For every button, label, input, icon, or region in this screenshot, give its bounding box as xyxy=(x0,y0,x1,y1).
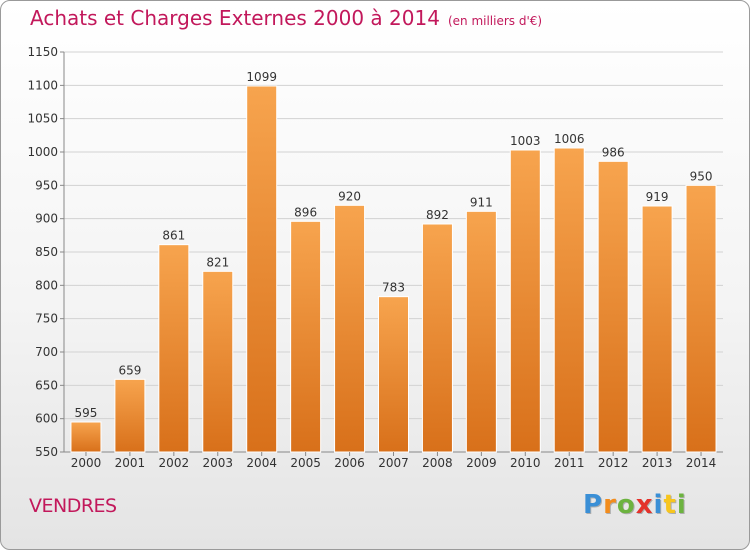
bar-value-label: 659 xyxy=(118,363,141,377)
x-tick-label: 2010 xyxy=(510,456,541,470)
logo-letter: i xyxy=(653,490,664,520)
chart-title: Achats et Charges Externes 2000 à 2014 (e… xyxy=(30,6,542,30)
bar-value-label: 783 xyxy=(382,281,405,295)
bar xyxy=(509,149,541,453)
bar xyxy=(641,205,673,453)
bar-value-label: 920 xyxy=(338,189,361,203)
bar-value-label: 986 xyxy=(602,145,625,159)
logo-letter: t xyxy=(663,490,677,520)
bar-value-label: 896 xyxy=(294,205,317,219)
y-tick-label: 750 xyxy=(35,312,58,326)
y-tick-label: 900 xyxy=(35,212,58,226)
bar xyxy=(70,421,102,453)
y-tick-label: 1150 xyxy=(27,45,58,59)
bar-value-label: 1003 xyxy=(510,134,541,148)
y-tick-label: 700 xyxy=(35,345,58,359)
y-tick-label: 800 xyxy=(35,278,58,292)
town-name: VENDRES xyxy=(29,495,117,517)
chart-title-main: Achats et Charges Externes 2000 à 2014 xyxy=(30,6,440,30)
x-tick-label: 2000 xyxy=(71,456,102,470)
bar xyxy=(158,244,190,453)
x-tick-label: 2003 xyxy=(202,456,233,470)
bar xyxy=(114,378,146,453)
x-tick-label: 2002 xyxy=(159,456,190,470)
bar-value-label: 919 xyxy=(646,190,669,204)
bar-value-label: 861 xyxy=(162,229,185,243)
x-tick-label: 2014 xyxy=(686,456,717,470)
x-tick-label: 2007 xyxy=(378,456,409,470)
x-tick-label: 2008 xyxy=(422,456,453,470)
bar-value-label: 950 xyxy=(690,169,713,183)
bar-value-label: 821 xyxy=(206,255,229,269)
chart-title-unit: (en milliers d'€) xyxy=(447,14,543,28)
y-tick-label: 600 xyxy=(35,412,58,426)
bar-value-label: 892 xyxy=(426,208,449,222)
y-tick-label: 850 xyxy=(35,245,58,259)
bar-value-label: 595 xyxy=(75,406,98,420)
bar xyxy=(246,85,278,453)
proxiti-logo: Proxiti xyxy=(583,490,687,520)
y-tick-label: 1050 xyxy=(27,112,58,126)
logo-letter: x xyxy=(635,490,654,520)
logo-letter: o xyxy=(616,490,636,520)
bar xyxy=(334,204,366,453)
bar xyxy=(290,220,322,453)
y-tick-label: 1000 xyxy=(27,145,58,159)
x-tick-label: 2005 xyxy=(290,456,321,470)
x-tick-label: 2001 xyxy=(115,456,146,470)
bar xyxy=(465,210,497,453)
x-tick-label: 2006 xyxy=(334,456,365,470)
y-tick-label: 1100 xyxy=(27,78,58,92)
logo-letter: r xyxy=(603,490,617,520)
bar-value-label: 1099 xyxy=(246,70,277,84)
x-tick-label: 2012 xyxy=(598,456,629,470)
bar xyxy=(553,147,585,453)
bar-value-label: 1006 xyxy=(554,132,585,146)
logo-letter: P xyxy=(583,490,604,520)
bar xyxy=(378,296,409,453)
bar xyxy=(685,184,717,453)
x-tick-label: 2011 xyxy=(554,456,585,470)
y-tick-label: 550 xyxy=(35,445,58,459)
logo-letter: i xyxy=(676,490,687,520)
bar-value-label: 911 xyxy=(470,195,493,209)
x-tick-label: 2009 xyxy=(466,456,497,470)
bar xyxy=(202,270,234,453)
bar xyxy=(421,223,453,453)
bar xyxy=(597,160,629,453)
x-tick-label: 2013 xyxy=(642,456,673,470)
x-tick-label: 2004 xyxy=(246,456,277,470)
y-tick-label: 950 xyxy=(35,178,58,192)
y-tick-label: 650 xyxy=(35,378,58,392)
